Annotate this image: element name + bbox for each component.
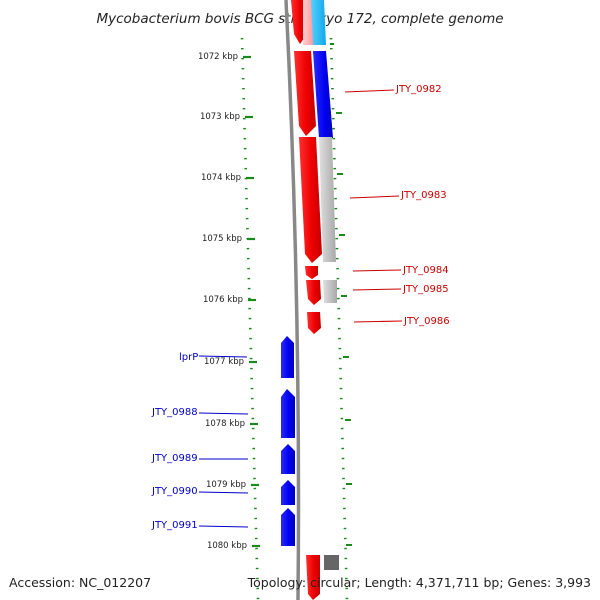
tick-label: 1080 kbp <box>207 541 247 551</box>
gene-cyan-top <box>311 0 326 45</box>
gene-jty-0991-arrow <box>281 508 295 546</box>
gene-label-jty-0991[interactable]: JTY_0991 <box>151 520 198 531</box>
right-gene-labels: JTY_0982 JTY_0983 JTY_0984 JTY_0985 JTY_… <box>344 84 450 327</box>
gene-forward-bottom <box>306 555 320 600</box>
gene-label-jty-0986[interactable]: JTY_0986 <box>403 316 450 327</box>
tick-label: 1079 kbp <box>206 480 246 490</box>
tick-label: 1076 kbp <box>203 295 243 305</box>
gene-jty-0983-arrow <box>299 137 322 263</box>
gene-jty-0982-arrow <box>294 51 316 136</box>
leader-line <box>198 491 249 494</box>
leader-line <box>349 195 400 199</box>
gene-jty-0986-arrow <box>307 312 321 334</box>
leader-line <box>198 412 249 415</box>
tick-group: 1072 kbp 1073 kbp 1074 kbp 1075 kbp 1076… <box>198 52 260 551</box>
gene-jty-0985-arrow <box>306 280 321 305</box>
gene-lprp-arrow <box>281 336 294 378</box>
gene-gray-1 <box>319 137 336 262</box>
gene-blue-right <box>313 51 333 138</box>
gene-label-jty-0983[interactable]: JTY_0983 <box>400 190 447 201</box>
genome-backbone <box>284 0 301 600</box>
gene-gray-bottom <box>324 555 339 570</box>
gene-label-jty-0988[interactable]: JTY_0988 <box>151 407 198 418</box>
gene-jty-0989-arrow <box>281 444 295 474</box>
leader-line <box>352 269 402 272</box>
other-genes <box>303 0 339 570</box>
gene-gray-2 <box>323 280 337 303</box>
gene-jty-0988-arrow <box>281 389 295 438</box>
gene-label-jty-0990[interactable]: JTY_0990 <box>151 486 198 497</box>
leader-line <box>353 320 403 323</box>
gene-label-lprp[interactable]: lprP <box>179 352 198 363</box>
gene-label-jty-0982[interactable]: JTY_0982 <box>395 84 442 95</box>
leader-line <box>198 355 248 358</box>
tick-label: 1077 kbp <box>204 357 244 367</box>
accession-label: Accession: NC_012207 <box>9 575 151 590</box>
leader-line <box>352 288 402 291</box>
grid-dots-left <box>240 37 260 600</box>
leader-line <box>344 89 395 93</box>
tick-label: 1078 kbp <box>205 419 245 429</box>
tick-label: 1074 kbp <box>201 173 241 183</box>
tick-label: 1072 kbp <box>198 52 238 62</box>
right-track-marks <box>330 43 352 546</box>
gene-jty-0990-arrow <box>281 480 295 505</box>
gene-label-jty-0984[interactable]: JTY_0984 <box>402 265 449 276</box>
gene-jty-0984-arrow <box>305 266 318 279</box>
topology-label: Topology: circular; Length: 4,371,711 bp… <box>247 575 591 590</box>
reverse-genes <box>281 336 295 546</box>
left-gene-labels: lprP JTY_0988 JTY_0989 JTY_0990 JTY_0991 <box>151 352 249 531</box>
tick-label: 1075 kbp <box>202 234 242 244</box>
gene-pink-top <box>303 0 313 45</box>
leader-line <box>198 525 249 528</box>
grid-dots-right <box>329 37 349 600</box>
tick-label: 1073 kbp <box>200 112 240 122</box>
gene-label-jty-0989[interactable]: JTY_0989 <box>151 453 198 464</box>
gene-label-jty-0985[interactable]: JTY_0985 <box>402 284 449 295</box>
